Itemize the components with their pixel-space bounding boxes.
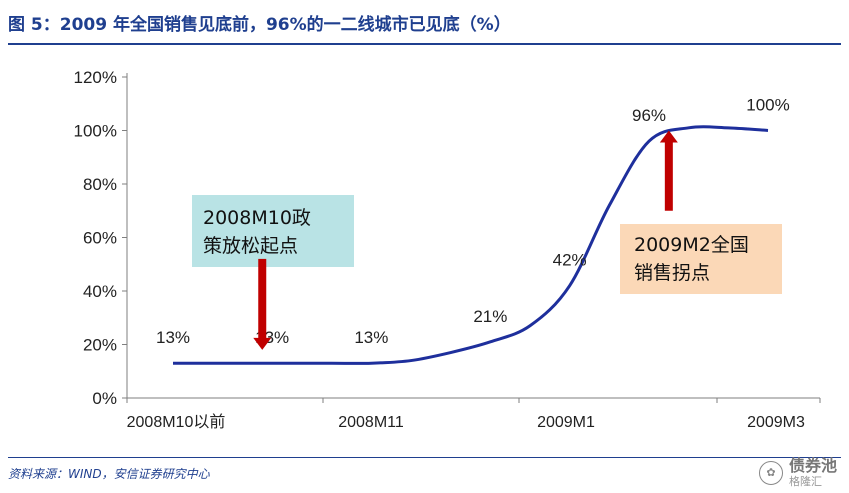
annotation-arrow-shaft: [258, 258, 267, 340]
y-tick-label: 0%: [92, 389, 117, 408]
annotation-arrow-shaft: [664, 140, 673, 211]
y-tick-label: 120%: [74, 68, 117, 87]
annotation-text: 销售拐点: [634, 262, 710, 284]
source-divider: [8, 457, 841, 458]
watermark-name: 债券池: [788, 456, 837, 475]
y-tick-label: 100%: [74, 122, 117, 141]
data-label: 100%: [746, 96, 789, 115]
annotation-arrow-head: [253, 337, 272, 350]
data-label: 13%: [354, 328, 388, 347]
annotation-text: 策放松起点: [203, 235, 298, 257]
figure-title: 图 5：2009 年全国销售见底前，96%的一二线城市已见底（%）: [8, 15, 511, 35]
data-label: 13%: [156, 328, 190, 347]
data-label: 21%: [473, 307, 507, 326]
annotation-text: 2008M10政: [203, 207, 311, 229]
y-tick-label: 80%: [83, 175, 117, 194]
x-tick-label: 2008M10以前: [127, 413, 226, 431]
annotation-text: 2009M2全国: [634, 234, 749, 256]
wechat-icon: ✿: [758, 460, 783, 485]
data-label: 96%: [632, 106, 666, 125]
watermark-sub: 格隆汇: [788, 475, 822, 488]
y-tick-label: 40%: [83, 282, 117, 301]
watermark: ✿ 债券池 格隆汇: [758, 456, 837, 488]
x-tick-label: 2009M3: [747, 414, 805, 431]
annotation-box: [620, 224, 782, 294]
source-note: 资料来源：WIND，安信证券研究中心: [8, 467, 210, 481]
annotation-box: [192, 195, 354, 267]
annotation-arrow-head: [659, 130, 678, 143]
line-chart: 0% 20% 40% 60% 80% 100% 120% 2008M10以前 2008M11 20…: [74, 68, 821, 431]
y-tick-label: 20%: [83, 336, 117, 355]
x-tick-label: 2008M11: [338, 414, 404, 431]
data-label: 42%: [553, 251, 587, 270]
title-divider: [8, 43, 841, 45]
x-tick-label: 2009M1: [537, 414, 595, 431]
y-tick-label: 60%: [83, 229, 117, 248]
series-line: [173, 125, 769, 365]
